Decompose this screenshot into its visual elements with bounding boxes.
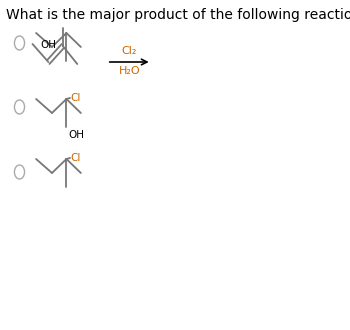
Text: OH: OH [41, 40, 56, 50]
Text: H₂O: H₂O [118, 66, 140, 76]
Text: Cl: Cl [70, 153, 80, 163]
Text: OH: OH [69, 130, 85, 140]
Text: What is the major product of the following reaction?: What is the major product of the followi… [6, 8, 350, 22]
Text: Cl: Cl [70, 93, 80, 103]
Text: Cl₂: Cl₂ [121, 46, 137, 56]
